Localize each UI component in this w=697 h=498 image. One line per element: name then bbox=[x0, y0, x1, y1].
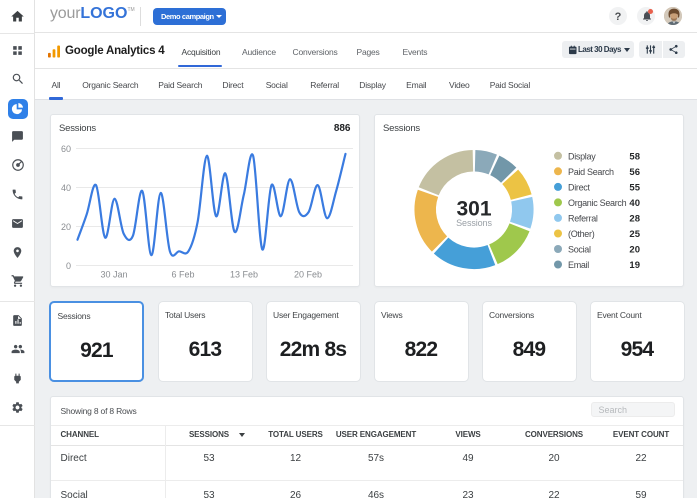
svg-text:30 Jan: 30 Jan bbox=[100, 270, 127, 280]
svg-text:Paid Search: Paid Search bbox=[568, 167, 614, 177]
svg-text:20: 20 bbox=[60, 222, 70, 232]
svg-text:Social: Social bbox=[568, 245, 591, 255]
svg-text:Sessions: Sessions bbox=[456, 218, 492, 228]
svg-text:0: 0 bbox=[65, 261, 70, 271]
svg-text:Email: Email bbox=[568, 260, 589, 270]
svg-text:25: 25 bbox=[629, 229, 640, 240]
svg-text:20 Feb: 20 Feb bbox=[293, 270, 321, 280]
svg-text:Organic Search: Organic Search bbox=[568, 198, 627, 208]
svg-text:(Other): (Other) bbox=[568, 229, 595, 239]
svg-text:60: 60 bbox=[60, 144, 70, 154]
svg-text:20: 20 bbox=[629, 245, 640, 256]
svg-text:55: 55 bbox=[629, 182, 640, 193]
svg-text:58: 58 bbox=[629, 151, 640, 162]
svg-text:6 Feb: 6 Feb bbox=[171, 270, 194, 280]
svg-text:19: 19 bbox=[629, 260, 640, 271]
svg-text:40: 40 bbox=[629, 198, 640, 209]
svg-text:Direct: Direct bbox=[568, 182, 591, 192]
svg-text:301: 301 bbox=[456, 198, 491, 221]
svg-text:13 Feb: 13 Feb bbox=[229, 270, 257, 280]
svg-text:Display: Display bbox=[568, 151, 596, 161]
svg-text:Referral: Referral bbox=[568, 213, 598, 223]
svg-text:40: 40 bbox=[60, 183, 70, 193]
svg-text:28: 28 bbox=[629, 213, 640, 224]
svg-text:56: 56 bbox=[629, 167, 640, 178]
